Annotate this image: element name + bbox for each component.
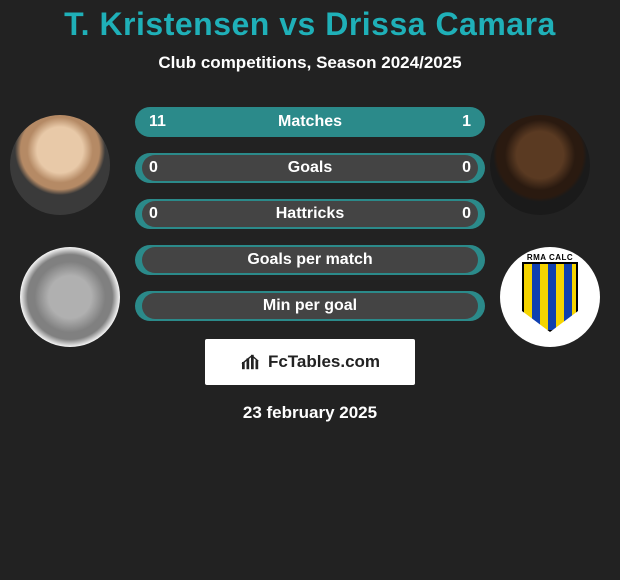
date-label: 23 february 2025 xyxy=(0,403,620,423)
player-right-avatar xyxy=(490,115,590,215)
stat-bar: 0 Goals 0 xyxy=(135,153,485,183)
branding-text: FcTables.com xyxy=(268,352,380,372)
branding-box: FcTables.com xyxy=(205,339,415,385)
stat-bar: 0 Hattricks 0 xyxy=(135,199,485,229)
club-right-ring-text: RMA CALC xyxy=(500,253,600,262)
stat-label: Matches xyxy=(278,113,342,131)
stat-value-left: 11 xyxy=(149,107,166,137)
stat-bar: 11 Matches 1 xyxy=(135,107,485,137)
stat-label: Hattricks xyxy=(276,205,344,223)
player-left-avatar xyxy=(10,115,110,215)
stat-value-right: 1 xyxy=(462,107,471,137)
page-title: T. Kristensen vs Drissa Camara xyxy=(0,0,620,43)
stat-value-right: 0 xyxy=(462,199,471,229)
stat-label: Min per goal xyxy=(263,297,357,315)
club-right-crest: RMA CALC xyxy=(500,247,600,347)
stat-value-left: 0 xyxy=(149,199,158,229)
club-left-crest xyxy=(20,247,120,347)
stat-bar: Goals per match xyxy=(135,245,485,275)
comparison-panel: RMA CALC 11 Matches 1 0 Goals 0 0 Hattricks 0 Goa… xyxy=(0,107,620,423)
stat-bar: Min per goal xyxy=(135,291,485,321)
bar-chart-icon xyxy=(240,353,262,371)
stat-label: Goals per match xyxy=(247,251,372,269)
parma-shield-icon xyxy=(522,262,578,332)
stat-label: Goals xyxy=(288,159,332,177)
stat-value-right: 0 xyxy=(462,153,471,183)
page-subtitle: Club competitions, Season 2024/2025 xyxy=(0,53,620,73)
stats-list: 11 Matches 1 0 Goals 0 0 Hattricks 0 Goals per ma… xyxy=(135,107,485,321)
stat-value-left: 0 xyxy=(149,153,158,183)
